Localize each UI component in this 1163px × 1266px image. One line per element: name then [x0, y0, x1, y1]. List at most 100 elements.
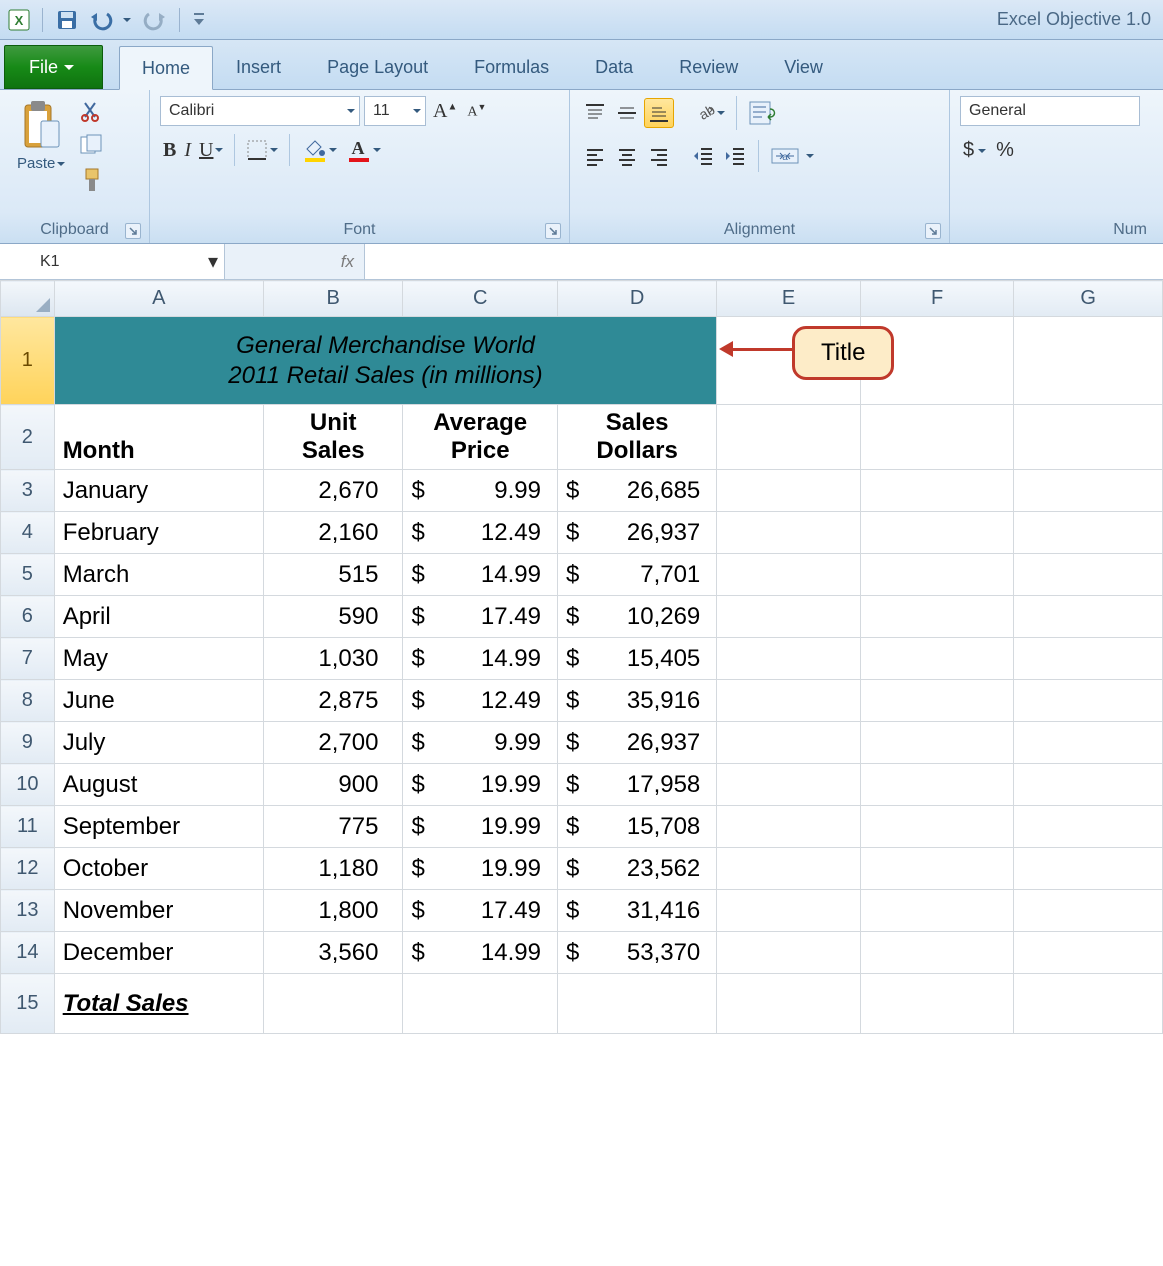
row-header[interactable]: 13 — [1, 890, 55, 932]
cell[interactable] — [1014, 890, 1163, 932]
cell[interactable]: $15,405 — [557, 638, 716, 680]
cell[interactable]: $ 12.49 — [403, 680, 558, 722]
cell[interactable]: February — [54, 512, 263, 554]
cell[interactable]: March — [54, 554, 263, 596]
cell[interactable]: $ 14.99 — [403, 638, 558, 680]
cell[interactable]: 3,560 — [263, 932, 402, 974]
grow-font-button[interactable]: A▲ — [430, 97, 460, 126]
row-header[interactable]: 15 — [1, 974, 55, 1034]
cell[interactable]: Total Sales — [54, 974, 263, 1034]
row-header[interactable]: 2 — [1, 405, 55, 470]
dialog-launcher-icon[interactable] — [545, 223, 561, 239]
percent-format-button[interactable]: % — [993, 136, 1017, 165]
tab-insert[interactable]: Insert — [213, 45, 304, 89]
cell[interactable] — [263, 974, 402, 1034]
cell[interactable]: 590 — [263, 596, 402, 638]
cell[interactable]: $10,269 — [557, 596, 716, 638]
accounting-format-button[interactable]: $ — [960, 136, 989, 165]
cell[interactable]: UnitSales — [263, 405, 402, 470]
borders-button[interactable] — [243, 136, 281, 164]
cell[interactable]: 2,875 — [263, 680, 402, 722]
cell[interactable]: $ 19.99 — [403, 764, 558, 806]
row-header[interactable]: 14 — [1, 932, 55, 974]
cell[interactable]: $35,916 — [557, 680, 716, 722]
cell[interactable] — [1014, 722, 1163, 764]
tab-page-layout[interactable]: Page Layout — [304, 45, 451, 89]
col-header[interactable]: F — [860, 281, 1014, 317]
cell[interactable] — [1014, 317, 1163, 405]
cell[interactable] — [1014, 806, 1163, 848]
cell[interactable] — [1014, 596, 1163, 638]
row-header[interactable]: 7 — [1, 638, 55, 680]
cell[interactable]: $31,416 — [557, 890, 716, 932]
cell[interactable]: 2,700 — [263, 722, 402, 764]
name-box[interactable]: K1 ▾ — [0, 244, 225, 279]
cell[interactable]: $26,937 — [557, 722, 716, 764]
row-header[interactable]: 8 — [1, 680, 55, 722]
row-header[interactable]: 5 — [1, 554, 55, 596]
cell[interactable] — [717, 680, 861, 722]
cell[interactable]: $ 17.49 — [403, 890, 558, 932]
align-middle-button[interactable] — [612, 98, 642, 128]
formula-input[interactable] — [365, 244, 1163, 279]
cell[interactable]: $17,958 — [557, 764, 716, 806]
col-header[interactable]: G — [1014, 281, 1163, 317]
cell[interactable]: SalesDollars — [557, 405, 716, 470]
cell[interactable] — [717, 722, 861, 764]
save-icon[interactable] — [53, 6, 81, 34]
increase-indent-button[interactable] — [720, 141, 750, 171]
cell[interactable]: $15,708 — [557, 806, 716, 848]
align-top-button[interactable] — [580, 98, 610, 128]
cell[interactable] — [1014, 405, 1163, 470]
cell[interactable] — [717, 974, 861, 1034]
copy-button[interactable] — [76, 130, 108, 160]
col-header[interactable]: C — [403, 281, 558, 317]
cell[interactable]: 2,670 — [263, 470, 402, 512]
cell[interactable]: Month — [54, 405, 263, 470]
cell[interactable] — [717, 764, 861, 806]
format-painter-button[interactable] — [76, 164, 108, 196]
select-all-corner[interactable] — [1, 281, 55, 317]
cell[interactable] — [1014, 680, 1163, 722]
tab-formulas[interactable]: Formulas — [451, 45, 572, 89]
col-header[interactable]: B — [263, 281, 402, 317]
cell[interactable]: $ 9.99 — [403, 722, 558, 764]
cell[interactable] — [1014, 554, 1163, 596]
cell[interactable] — [1014, 638, 1163, 680]
row-header[interactable]: 10 — [1, 764, 55, 806]
bold-button[interactable]: B — [160, 136, 179, 165]
cell[interactable] — [860, 638, 1014, 680]
cell[interactable] — [1014, 512, 1163, 554]
align-right-button[interactable] — [644, 141, 674, 171]
italic-button[interactable]: I — [181, 136, 194, 165]
cell[interactable]: $ 17.49 — [403, 596, 558, 638]
dialog-launcher-icon[interactable] — [125, 223, 141, 239]
cell[interactable]: $ 19.99 — [403, 806, 558, 848]
cell[interactable] — [717, 932, 861, 974]
number-format-combo[interactable]: General — [960, 96, 1140, 126]
undo-dropdown-icon[interactable] — [123, 18, 131, 22]
cell[interactable]: $ 9.99 — [403, 470, 558, 512]
row-header[interactable]: 6 — [1, 596, 55, 638]
cell[interactable] — [717, 596, 861, 638]
font-name-combo[interactable]: Calibri — [160, 96, 360, 126]
cell[interactable]: August — [54, 764, 263, 806]
cell[interactable] — [717, 470, 861, 512]
cell[interactable]: $ 14.99 — [403, 554, 558, 596]
cell[interactable] — [557, 974, 716, 1034]
cell[interactable]: October — [54, 848, 263, 890]
cell[interactable] — [403, 974, 558, 1034]
orientation-button[interactable]: ab — [688, 98, 728, 128]
customize-qat-icon[interactable] — [190, 9, 208, 31]
row-header[interactable]: 11 — [1, 806, 55, 848]
cell[interactable] — [717, 890, 861, 932]
cell[interactable] — [1014, 470, 1163, 512]
cell[interactable] — [860, 596, 1014, 638]
tab-home[interactable]: Home — [119, 46, 213, 90]
cell[interactable]: 1,030 — [263, 638, 402, 680]
cell[interactable] — [1014, 974, 1163, 1034]
cell[interactable]: November — [54, 890, 263, 932]
cell[interactable]: July — [54, 722, 263, 764]
cell[interactable] — [860, 890, 1014, 932]
cell[interactable] — [1014, 932, 1163, 974]
